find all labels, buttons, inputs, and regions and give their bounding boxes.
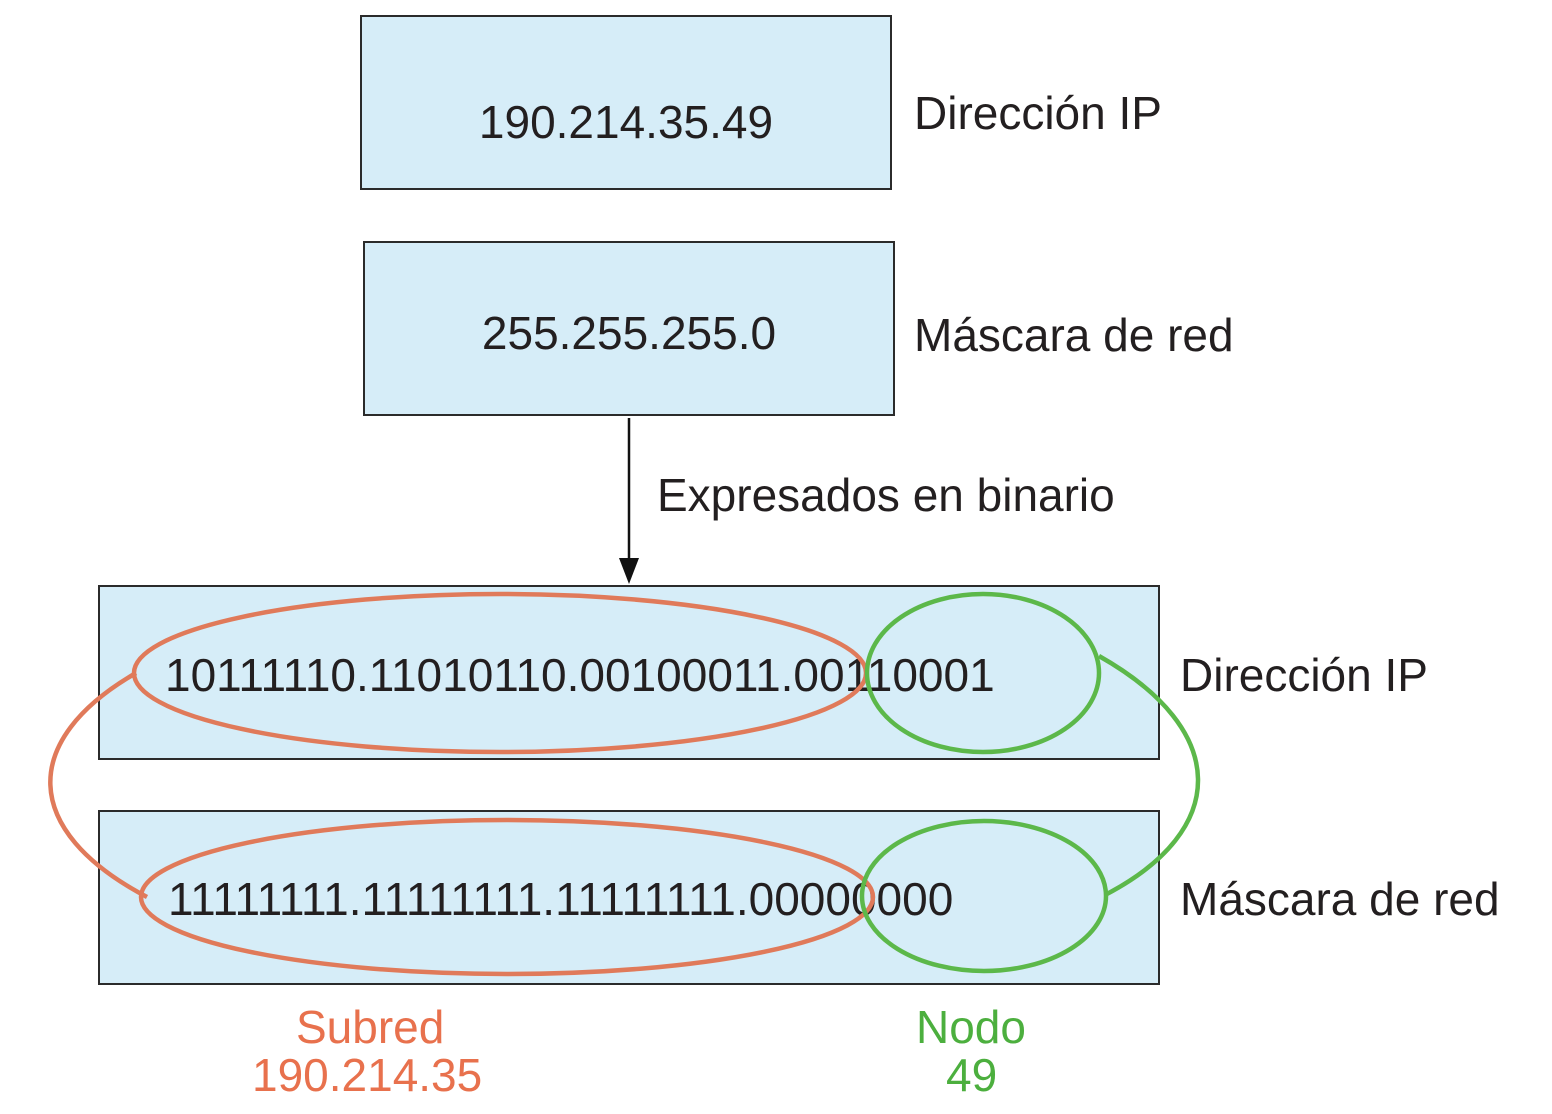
binary-ip-box [98,585,1160,760]
netmask-box: 255.255.255.0 [363,241,895,416]
subnet-title: Subred [296,1001,445,1053]
netmask-value: 255.255.255.0 [481,307,777,359]
binary-mask-value: 11111111.11111111.11111111.00000000 [168,873,954,925]
binary-ip-label: Dirección IP [1180,649,1428,701]
subnet-connector [48,671,149,899]
ip-address-label: Dirección IP [914,87,1162,139]
arrow-label: Expresados en binario [657,469,1115,521]
subnet-ellipse-ip [131,591,869,755]
ip-address-value: 190.214.35.49 [478,96,774,148]
subnet-ellipse-mask [138,817,876,977]
node-value: 49 [946,1049,998,1101]
node-ellipse-ip [864,591,1102,755]
subnet-value: 190.214.35 [252,1049,483,1101]
node-connector [1097,654,1201,897]
arrow-head-icon [619,558,639,584]
node-title: Nodo [916,1001,1026,1053]
node-ellipse-mask [859,818,1109,974]
binary-mask-label: Máscara de red [1180,873,1500,925]
netmask-label: Máscara de red [914,309,1234,361]
ip-address-box: 190.214.35.49 [360,15,892,190]
